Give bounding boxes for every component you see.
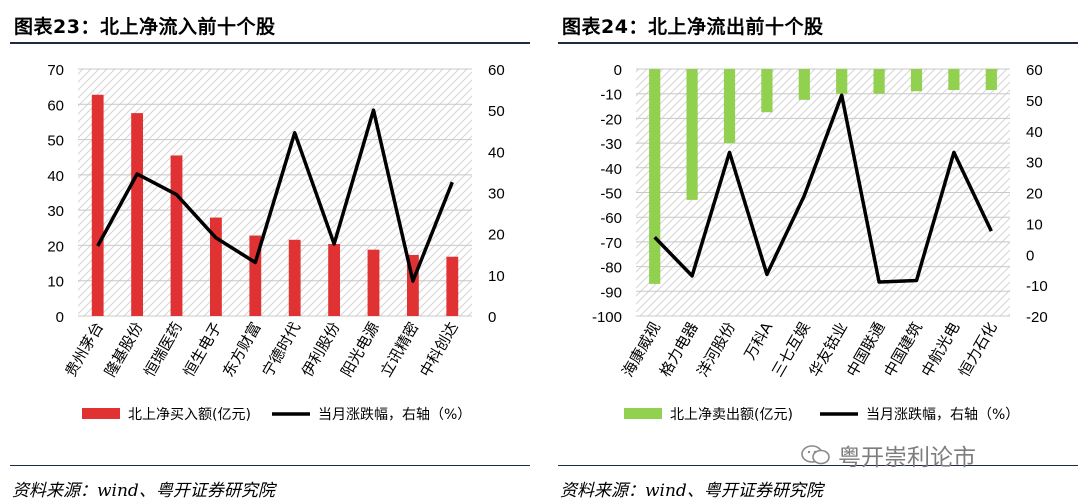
source-divider xyxy=(10,465,530,466)
left-axis-tick-label: 60 xyxy=(47,97,64,114)
bar xyxy=(873,69,885,94)
bar xyxy=(910,69,923,92)
right-axis-tick-label: 60 xyxy=(1026,62,1043,79)
legend-bar-swatch xyxy=(624,408,662,419)
category-label: 中科创达 xyxy=(416,319,462,380)
bar xyxy=(367,249,380,316)
line-series xyxy=(653,93,993,284)
left-axis-tick-label: 40 xyxy=(47,168,64,185)
wechat-icon xyxy=(801,445,830,465)
bar xyxy=(446,256,459,316)
right-axis-tick-label: 20 xyxy=(1026,186,1043,203)
right-axis-tick-label: 30 xyxy=(1026,155,1043,172)
source-note: 资料来源：wind、粤开证券研究院 xyxy=(560,481,823,501)
chart-outflow: -100-90-80-70-60-50-40-30-20-100-20-1001… xyxy=(592,62,1048,423)
bar xyxy=(649,69,661,284)
left-axis-tick-label: -90 xyxy=(600,284,622,301)
right-axis-tick-label: 10 xyxy=(1026,216,1043,233)
left-axis-tick-label: 0 xyxy=(614,62,622,79)
right-axis-tick-label: 60 xyxy=(488,62,505,79)
bar xyxy=(91,94,104,316)
bar xyxy=(288,239,301,316)
left-axis-tick-label: -60 xyxy=(600,210,622,227)
left-axis-tick-label: 10 xyxy=(47,274,64,291)
left-axis-tick-label: -20 xyxy=(600,111,622,128)
legend-bar-label: 北上净买入额(亿元) xyxy=(128,407,251,423)
legend-bar-label: 北上净卖出额(亿元) xyxy=(670,407,793,423)
bar xyxy=(406,254,419,316)
legend-line-label: 当月涨跌幅，右轴（%） xyxy=(866,407,1019,423)
bar xyxy=(328,244,341,316)
left-axis-tick-label: 50 xyxy=(47,133,64,150)
left-axis-tick-label: -30 xyxy=(600,136,622,153)
bar xyxy=(131,113,144,316)
bar xyxy=(723,69,736,144)
right-axis-tick-label: 40 xyxy=(488,144,505,161)
bar xyxy=(798,69,810,100)
left-axis-tick-label: 30 xyxy=(47,203,64,220)
right-axis-tick-label: 10 xyxy=(488,268,505,285)
chart-panel-inflow: 图表23：北上净流入前十个股 0 10 20 30 40 50 60 70 0 10 20 30 40 5… xyxy=(0,0,530,504)
bar xyxy=(686,69,698,200)
legend-bar-swatch xyxy=(82,408,120,419)
right-axis-tick-label: 0 xyxy=(488,309,496,326)
left-axis-tick-label: -50 xyxy=(600,186,622,203)
chart-title: 图表23：北上净流入前十个股 xyxy=(14,16,276,38)
chart-inflow: 0102030405060700102030405060贵州茅台隆基股份恒瑞医药… xyxy=(47,62,505,423)
bar xyxy=(249,235,262,316)
right-axis-tick-label: -20 xyxy=(1026,309,1048,326)
source-divider xyxy=(558,465,1078,466)
bar xyxy=(209,217,222,316)
right-axis-tick-label: -10 xyxy=(1026,278,1048,295)
watermark-text: 粤开崇利论市 xyxy=(838,445,976,471)
right-axis-tick-label: 40 xyxy=(1026,124,1043,141)
right-axis-tick-label: 50 xyxy=(1026,93,1043,110)
left-axis-tick-label: 20 xyxy=(47,238,64,255)
right-axis-tick-label: 50 xyxy=(488,103,505,120)
left-axis-tick-label: -70 xyxy=(600,235,622,252)
left-axis-tick-label: -40 xyxy=(600,161,622,178)
title-divider xyxy=(10,42,530,44)
bar xyxy=(761,69,773,113)
right-axis-tick-label: 0 xyxy=(1026,247,1034,264)
right-axis-tick-label: 30 xyxy=(488,186,505,203)
left-axis-tick-label: 0 xyxy=(56,309,64,326)
line-series xyxy=(96,108,454,283)
left-axis-tick-label: -100 xyxy=(592,309,622,326)
left-axis-tick-label: 70 xyxy=(47,62,64,79)
bar xyxy=(836,69,848,94)
category-label: 万科A xyxy=(741,318,777,363)
bar xyxy=(948,69,960,90)
title-divider xyxy=(558,42,1078,44)
left-axis-tick-label: -80 xyxy=(600,260,622,277)
legend-line-label: 当月涨跌幅，右轴（%） xyxy=(318,407,471,423)
chart-title: 图表24：北上净流出前十个股 xyxy=(562,16,824,38)
chart-panel-outflow: 图表24：北上净流出前十个股 -100 -90 -80 -70 -60 -50 -40 -30… xyxy=(548,0,1078,504)
bar xyxy=(170,155,183,316)
left-axis-tick-label: -10 xyxy=(600,87,622,104)
right-axis-tick-label: 20 xyxy=(488,227,505,244)
source-note: 资料来源：wind、粤开证券研究院 xyxy=(12,481,275,501)
bar xyxy=(985,69,997,90)
